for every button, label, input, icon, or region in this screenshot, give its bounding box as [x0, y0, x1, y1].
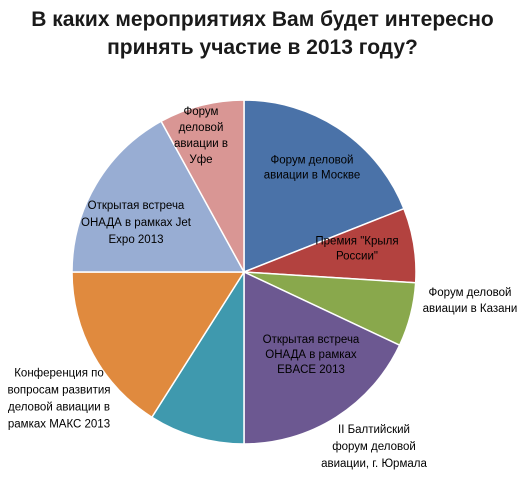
- slice-label-5-line-2: форум деловой: [332, 441, 416, 453]
- slice-label-8-line-2: деловой: [179, 122, 224, 134]
- slice-label-5-line-1: II Балтийский: [338, 424, 410, 436]
- slice-label-8: Форум деловой авиации в Уфе: [174, 106, 228, 166]
- pie-slice-8: [160, 99, 245, 273]
- slice-label-7-line-1: Открытая встреча: [88, 200, 185, 212]
- slice-label-1: Форум деловой авиации в Москве: [264, 155, 361, 182]
- slice-label-3-line-1: Форум деловой: [429, 287, 512, 299]
- slice-label-8-line-1: Форум: [184, 106, 219, 118]
- slice-label-8-line-4: Уфе: [189, 154, 212, 166]
- slice-label-7-line-2: ОНАДА в рамках Jet: [81, 217, 192, 229]
- slice-label-2-line-2: России": [336, 251, 378, 263]
- slice-label-4-line-3: EBACE 2013: [277, 364, 345, 376]
- slice-label-2-line-1: Премия "Крыля: [315, 236, 398, 248]
- slice-label-8-line-3: авиации в: [174, 138, 228, 150]
- chart-title-line-2: принять участие в 2013 году?: [107, 36, 418, 59]
- pie-slice-7: [71, 120, 246, 273]
- chart-title: В каких мероприятиях Вам будет интересно…: [0, 6, 525, 62]
- slice-label-7-line-3: Expo 2013: [109, 234, 164, 246]
- slice-label-1-line-2: авиации в Москве: [264, 170, 361, 182]
- slice-label-4-line-1: Открытая встреча: [263, 334, 360, 346]
- slice-label-4-line-2: ОНАДА в рамках: [265, 349, 357, 361]
- pie-slice-6: [71, 271, 246, 419]
- slice-label-5-line-3: авиации, г. Юрмала: [321, 458, 427, 470]
- slice-label-5: II Балтийский форум деловой авиации, г. Юр…: [321, 424, 427, 470]
- chart-title-line-1: В каких мероприятиях Вам будет интересно: [31, 8, 494, 31]
- slice-label-2: Премия "Крыля России": [315, 236, 398, 263]
- slice-label-4: Открытая встреча ОНАДА в рамках EBACE 2013: [263, 334, 360, 376]
- slice-label-6-line-4: рамках МАКС 2013: [8, 419, 110, 431]
- slice-label-3-line-2: авиации в Казани: [423, 303, 518, 315]
- slice-label-6-line-3: деловой авиации в: [8, 402, 110, 414]
- pie-slice-1: [243, 99, 405, 274]
- slice-label-3: Форум деловой авиации в Казани: [423, 287, 518, 315]
- pie-slice-4: [243, 270, 401, 445]
- slice-label-6-line-1: Конференция по: [14, 368, 104, 380]
- slice-label-6-line-2: вопросам развития: [7, 385, 110, 397]
- slice-label-6: Конференция по вопросам развития деловой а…: [7, 368, 110, 431]
- pie-slice-5: [150, 269, 245, 445]
- slice-label-7: Открытая встреча ОНАДА в рамках Jet Expo 2…: [81, 200, 192, 246]
- slice-label-1-line-1: Форум деловой: [271, 155, 354, 167]
